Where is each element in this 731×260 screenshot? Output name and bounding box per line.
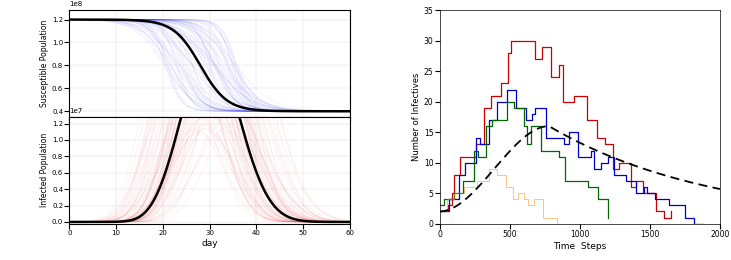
X-axis label: Time  Steps: Time Steps [553,242,607,251]
X-axis label: beta: beta [200,123,219,132]
Y-axis label: Number of Infectives: Number of Infectives [412,73,421,161]
Y-axis label: Infected Population: Infected Population [40,133,49,207]
X-axis label: day: day [201,239,218,248]
Y-axis label: Susceptible Population: Susceptible Population [40,20,49,107]
